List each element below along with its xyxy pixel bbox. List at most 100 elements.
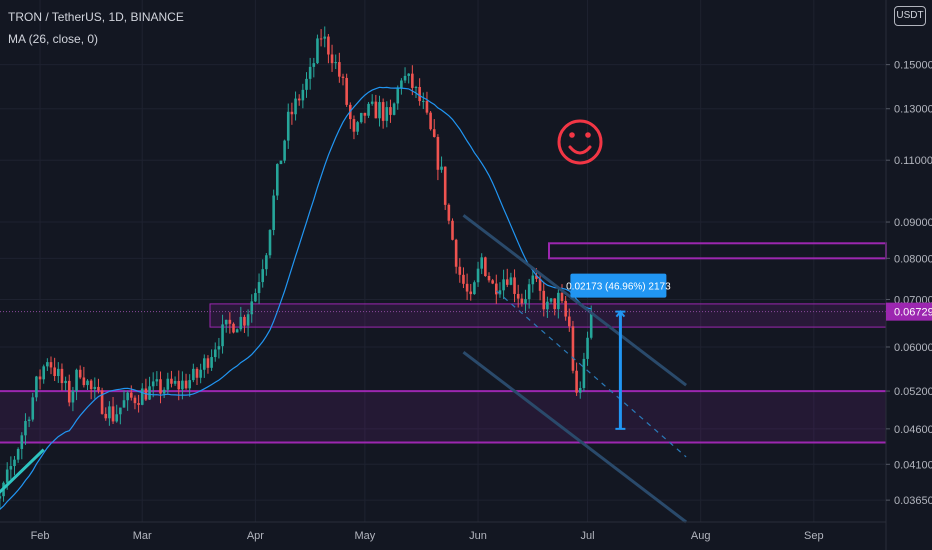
candle <box>524 289 527 313</box>
candle <box>509 272 513 286</box>
candle <box>308 57 312 90</box>
candle-body <box>224 319 228 325</box>
candle-body <box>319 38 323 40</box>
candle-body <box>422 100 425 102</box>
candle-body <box>140 388 144 405</box>
candle <box>480 253 483 275</box>
candle <box>265 252 268 276</box>
candle <box>443 166 447 210</box>
moving-average-layer <box>0 86 592 510</box>
candle <box>389 99 392 123</box>
candle-body <box>133 397 137 404</box>
candle-body <box>312 63 316 67</box>
candle-body <box>188 380 191 389</box>
candle <box>454 238 458 274</box>
candle-body <box>469 291 473 295</box>
candle <box>213 342 217 362</box>
measure-label-box <box>570 273 667 298</box>
candle <box>276 163 279 201</box>
candle-body <box>484 257 487 276</box>
candle-body <box>294 98 297 115</box>
candle <box>115 404 118 423</box>
drawings-layer[interactable]: 0.02173 (46.96%) 2173 <box>0 214 886 524</box>
candle-body <box>151 381 155 387</box>
candle-body <box>57 368 60 377</box>
candle <box>122 390 126 408</box>
candle <box>75 368 78 401</box>
candle <box>162 387 166 399</box>
time-tick-label: Mar <box>133 530 152 542</box>
candle <box>370 94 374 106</box>
price-tick-label: 0.04100 <box>894 459 932 471</box>
time-axis[interactable]: Feb Mar Apr May Jun Jul Aug Sep <box>0 521 886 542</box>
candle-body <box>130 392 133 398</box>
candle-body <box>578 387 582 393</box>
price-axis[interactable]: 0.150000.130000.110000.090000.080000.070… <box>885 0 932 550</box>
candle-body <box>560 292 564 301</box>
candle <box>57 362 60 383</box>
candle <box>16 447 20 463</box>
candle <box>378 95 381 127</box>
current-price-badge <box>886 302 932 321</box>
candle-body <box>352 119 356 132</box>
candle-body <box>305 78 308 90</box>
candle <box>385 101 389 128</box>
candle <box>359 112 363 124</box>
candle-body <box>119 407 122 415</box>
candle <box>396 85 400 110</box>
currency-button[interactable]: USDT <box>894 6 926 26</box>
candle-body <box>520 298 524 304</box>
candle-body <box>385 107 389 121</box>
candle <box>53 357 56 381</box>
candle <box>13 456 16 476</box>
candle-body <box>553 298 556 310</box>
candle <box>513 269 516 303</box>
candle <box>392 102 396 116</box>
candle <box>173 376 177 386</box>
candle <box>35 375 38 402</box>
candle-body <box>330 54 334 64</box>
candle-body <box>276 164 279 196</box>
candle-body <box>462 274 465 284</box>
candle <box>414 85 418 98</box>
candle-body <box>97 386 100 391</box>
candle <box>254 288 257 303</box>
candle-body <box>378 102 381 119</box>
candle <box>374 94 378 119</box>
symbol-legend[interactable]: TRON / TetherUS, 1D, BINANCE <box>8 10 184 24</box>
candle-body <box>24 420 27 436</box>
time-tick-label: Jul <box>581 530 595 542</box>
candle <box>411 65 414 96</box>
candle-body <box>199 369 202 378</box>
candle <box>31 392 35 422</box>
candle <box>498 282 502 298</box>
time-tick-label: Apr <box>247 530 264 542</box>
candle-body <box>49 362 53 368</box>
indicator-legend[interactable]: MA (26, close, 0) <box>8 32 99 46</box>
candle <box>217 337 221 359</box>
candle-body <box>389 107 392 115</box>
candle-body <box>254 293 257 302</box>
candle <box>484 256 487 277</box>
candle-body <box>155 379 159 382</box>
candle-body <box>345 77 348 105</box>
candle-body <box>170 378 173 384</box>
candle <box>159 371 162 404</box>
candle <box>301 83 305 109</box>
candle <box>516 284 520 308</box>
candle-body <box>542 290 546 310</box>
candle-body <box>42 366 45 380</box>
candle-body <box>327 36 330 55</box>
candle <box>38 369 42 390</box>
candle <box>246 309 250 337</box>
candle-body <box>283 140 286 161</box>
candle-body <box>418 86 421 102</box>
candle-body <box>575 370 578 393</box>
candle <box>345 73 348 107</box>
candle-body <box>27 419 31 421</box>
candle <box>104 407 108 421</box>
candle <box>462 267 465 289</box>
candle <box>60 363 64 391</box>
